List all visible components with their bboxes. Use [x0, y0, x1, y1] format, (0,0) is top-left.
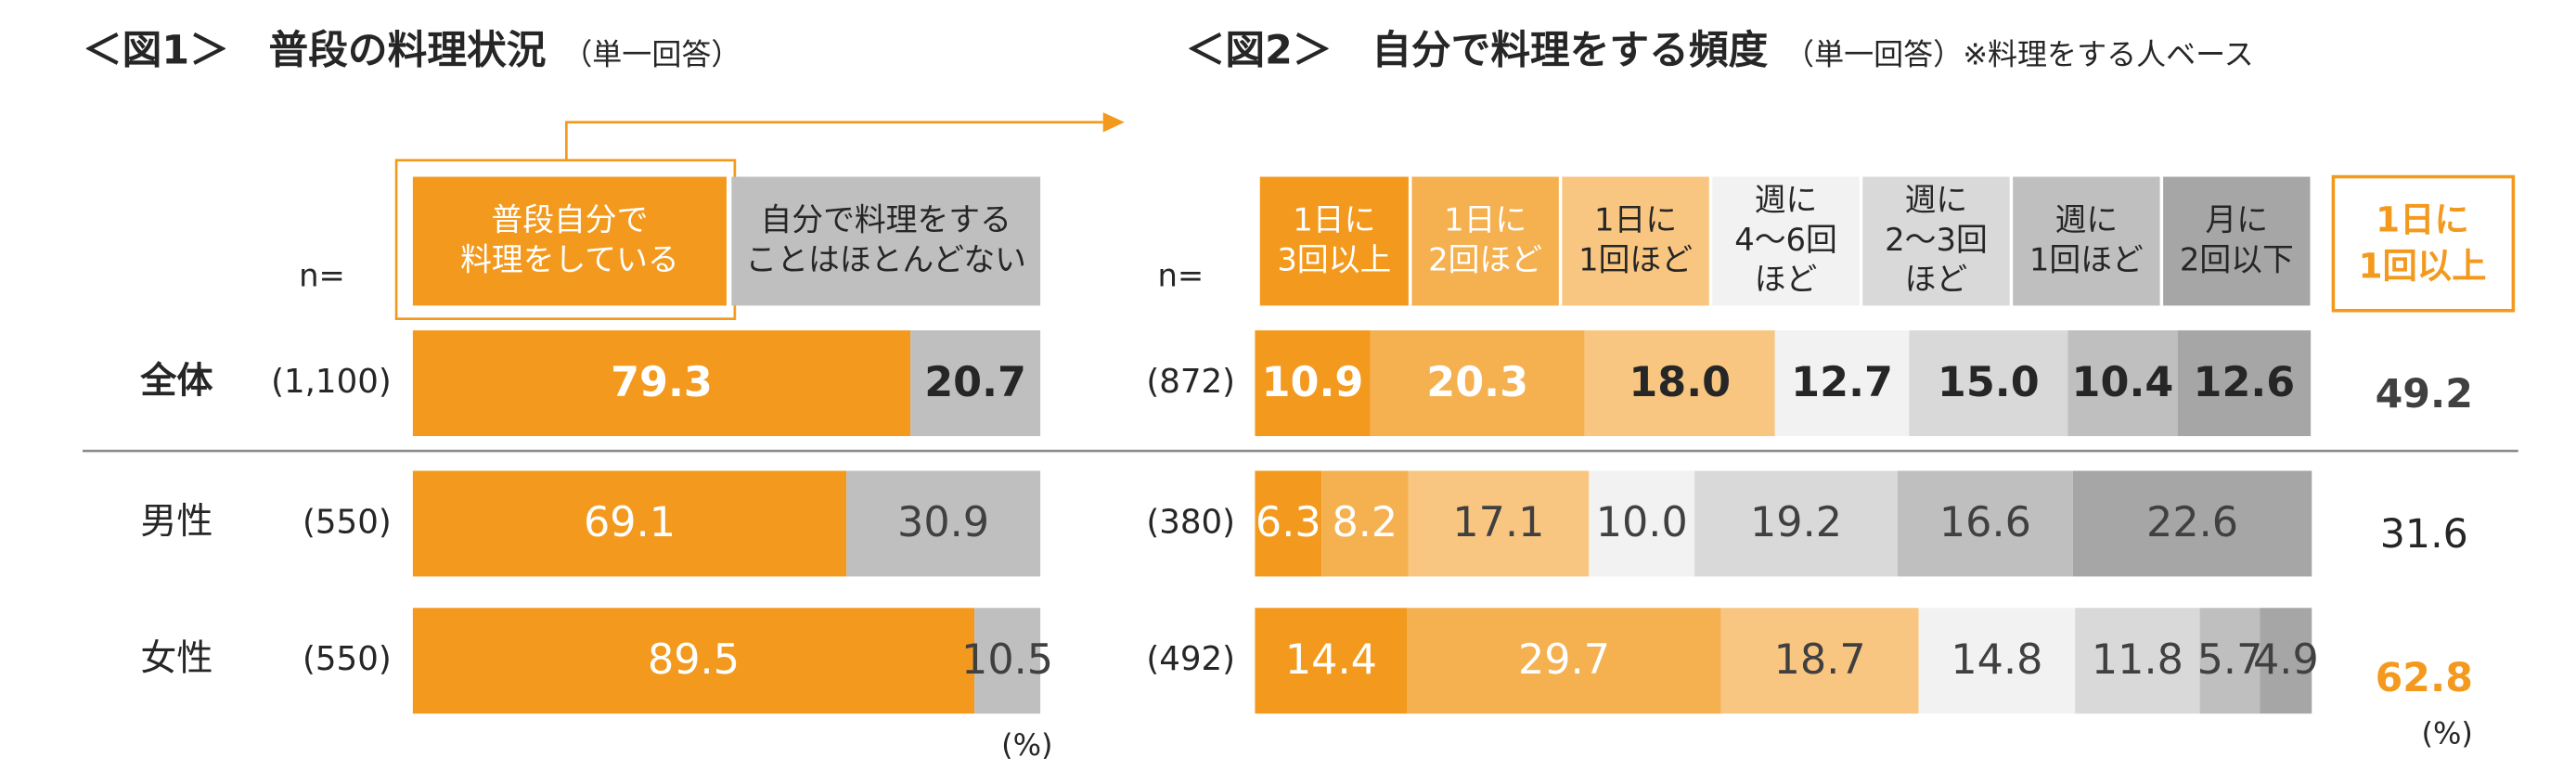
legend-label: 週に 1回ほど [2029, 201, 2144, 277]
bar-segment [2177, 330, 2312, 437]
bar-segment [412, 470, 847, 577]
sample-size: (550) [303, 503, 392, 541]
legend-label: 1日に 3回以上 [1277, 201, 1391, 277]
value-label: 10.9 [1262, 359, 1364, 406]
bar-segment [910, 330, 1041, 437]
legend-swatch [1562, 176, 1709, 306]
bar-segment [2199, 608, 2260, 714]
value-label: 15.0 [1938, 359, 2040, 406]
sample-size: (550) [303, 640, 392, 678]
value-label: 20.7 [924, 359, 1026, 406]
value-label: 14.8 [1951, 636, 2042, 684]
sample-size: (380) [1146, 503, 1235, 541]
value-label: 22.6 [2146, 499, 2238, 546]
value-label: 30.9 [897, 499, 989, 546]
n-header: n= [299, 258, 345, 294]
n-header: n= [1157, 258, 1204, 294]
bar-segment [2072, 470, 2312, 577]
value-label: 14.4 [1285, 636, 1377, 684]
bar-segment [1321, 470, 1409, 577]
bar-segment [1255, 470, 1322, 577]
sample-size: (492) [1146, 640, 1235, 678]
bar-segment [2067, 330, 2178, 437]
legend-swatch [1259, 176, 1409, 306]
bar-segment [1720, 608, 1919, 714]
value-label: 17.1 [1452, 499, 1544, 546]
legend-swatch [1411, 176, 1559, 306]
value-label: 10.4 [2072, 359, 2174, 406]
value-label: 12.6 [2194, 359, 2296, 406]
bar-segment [1370, 330, 1585, 437]
legend-label: 普段自分で料理をしている [460, 201, 679, 277]
value-label: 19.2 [1750, 499, 1842, 546]
value-label: 8.2 [1332, 499, 1397, 546]
sample-size: (1,100) [271, 363, 392, 401]
legend-label: 1日に 2回ほど [1428, 201, 1542, 277]
bar-segment [1255, 330, 1371, 437]
value-label: 16.6 [1939, 499, 2031, 546]
value-label: 5.7 [2197, 636, 2263, 684]
chart-subtitle: （単一回答）※料理をする人ベース [1784, 37, 2254, 72]
value-label: 10.5 [961, 636, 1053, 684]
bar-segment [2075, 608, 2200, 714]
value-label: 18.0 [1629, 359, 1731, 406]
value-label: 6.3 [1256, 499, 1321, 546]
chart-title: ＜図1＞ 普段の料理状況 [83, 27, 546, 73]
bar-segment [2260, 608, 2312, 714]
unit-label: (%) [1001, 727, 1052, 763]
legend-swatch [731, 176, 1041, 306]
bar-segment [1918, 608, 2076, 714]
bar-segment [1694, 470, 1898, 577]
bar-segment [412, 608, 975, 714]
arrow-head [1102, 112, 1125, 133]
value-label: 12.7 [1791, 359, 1893, 406]
legend-label: 自分で料理をすることはほとんどない [745, 201, 1026, 277]
summary-value: 49.2 [2376, 371, 2473, 417]
legend-swatch [2013, 176, 2160, 306]
legend-swatch [2163, 176, 2311, 306]
sample-size: (872) [1146, 363, 1235, 401]
value-label: 89.5 [648, 636, 740, 684]
bar-segment [1584, 330, 1775, 437]
unit-label: (%) [2421, 715, 2472, 751]
bar-segment [1774, 330, 1910, 437]
legend-swatch [412, 176, 727, 306]
bar-segment [412, 330, 911, 437]
category-label: 全体 [139, 361, 213, 403]
bar-segment [1589, 470, 1695, 577]
chart-title: ＜図2＞ 自分で料理をする頻度 [1186, 27, 1769, 73]
legend-swatch [1712, 176, 1860, 306]
value-label: 11.8 [2092, 636, 2183, 684]
value-label: 18.7 [1774, 636, 1866, 684]
bar-segment [1255, 608, 1408, 714]
bar-segment [1909, 330, 2068, 437]
value-label: 69.1 [584, 499, 676, 546]
legend-label: 1日に 1回ほど [1578, 201, 1693, 277]
category-label: 男性 [140, 501, 213, 543]
summary-value: 31.6 [2380, 511, 2468, 558]
value-label: 79.3 [611, 359, 713, 406]
legend-label: 月に 2回以下 [2180, 201, 2294, 277]
chart-subtitle: （単一回答） [562, 37, 741, 72]
category-label: 女性 [140, 638, 213, 680]
legend-label: 週に 4～6回ほど [1734, 182, 1837, 297]
bar-segment [1407, 608, 1721, 714]
arrow [565, 121, 1103, 160]
value-label: 10.0 [1596, 499, 1688, 546]
bar-segment [974, 608, 1041, 714]
summary-value: 62.8 [2376, 655, 2473, 701]
summary-header-box [2331, 174, 2516, 313]
summary-header: 1日に 1回以上 [2358, 199, 2486, 286]
value-label: 20.3 [1426, 359, 1528, 406]
value-label: 29.7 [1518, 636, 1610, 684]
legend-label: 週に 2～3回ほど [1885, 182, 1988, 297]
value-label: 4.9 [2253, 636, 2319, 684]
legend-swatch [1862, 176, 2010, 306]
bar-segment [1408, 470, 1590, 577]
bar-segment [846, 470, 1041, 577]
bar-segment [1897, 470, 2073, 577]
